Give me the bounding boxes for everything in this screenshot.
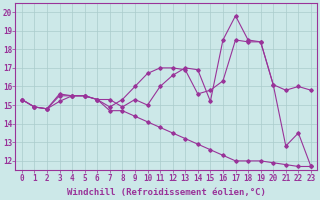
X-axis label: Windchill (Refroidissement éolien,°C): Windchill (Refroidissement éolien,°C) [67,188,266,197]
